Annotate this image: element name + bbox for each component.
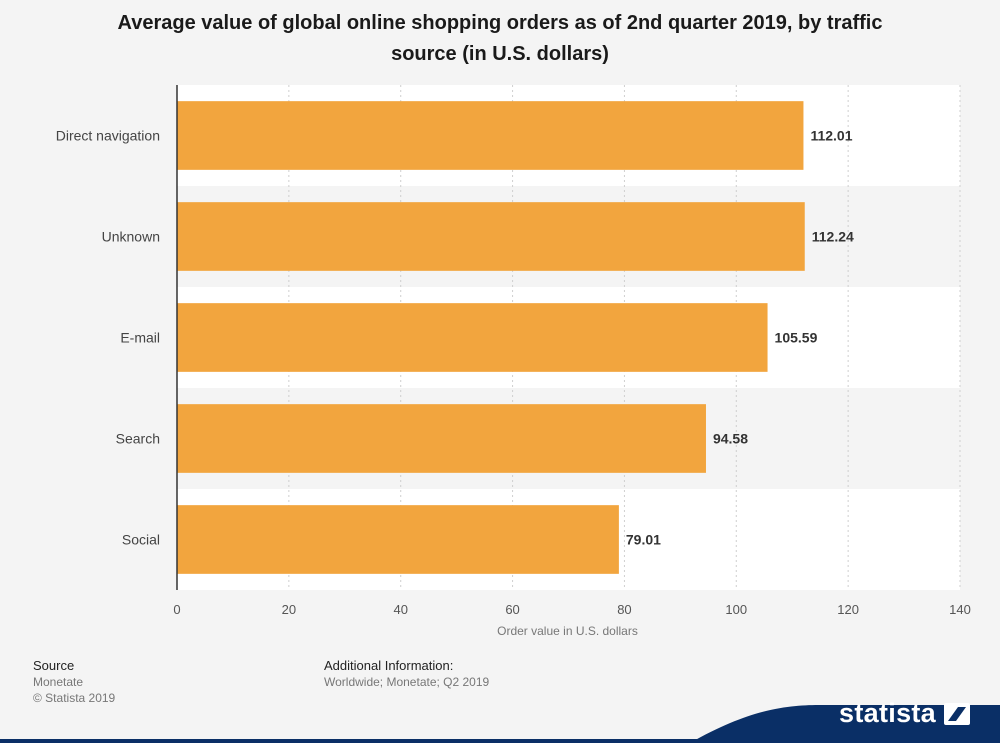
category-label: Search xyxy=(116,431,160,447)
x-tick-label: 100 xyxy=(725,602,747,617)
bar[interactable] xyxy=(177,101,804,170)
value-label: 79.01 xyxy=(626,532,661,548)
brand-name: statista xyxy=(839,698,936,728)
x-tick-label: 20 xyxy=(282,602,296,617)
x-tick-label: 60 xyxy=(505,602,519,617)
additional-info-block: Additional Information: Worldwide; Monet… xyxy=(324,658,489,690)
category-label: Unknown xyxy=(102,229,160,245)
category-label: Direct navigation xyxy=(56,128,160,144)
x-tick-label: 140 xyxy=(949,602,971,617)
x-tick-label: 40 xyxy=(393,602,407,617)
brand-band xyxy=(0,704,1000,743)
statista-logo-icon xyxy=(944,702,970,725)
chart-title: Average value of global online shopping … xyxy=(117,12,883,65)
additional-info-heading: Additional Information: xyxy=(324,658,454,673)
copyright: © Statista 2019 xyxy=(33,691,116,705)
bar[interactable] xyxy=(177,202,805,271)
category-label: E-mail xyxy=(120,330,160,346)
statista-logo[interactable]: statista xyxy=(839,698,970,729)
value-label: 112.01 xyxy=(810,128,852,144)
value-label: 105.59 xyxy=(775,330,818,346)
bar[interactable] xyxy=(177,303,768,372)
additional-info-text: Worldwide; Monetate; Q2 2019 xyxy=(324,675,490,689)
source-name: Monetate xyxy=(33,675,84,689)
bar[interactable] xyxy=(177,404,706,473)
source-heading: Source xyxy=(33,658,75,673)
value-label: 94.58 xyxy=(713,431,748,447)
bar-chart: 112.01 Direct navigation 112.24 Unknown 105.… xyxy=(56,85,971,638)
x-axis-title: Order value in U.S. dollars xyxy=(497,624,638,638)
x-tick-label: 120 xyxy=(837,602,859,617)
source-block: Source Monetate © Statista 2019 xyxy=(33,658,115,706)
x-tick-label: 80 xyxy=(617,602,631,617)
category-label: Social xyxy=(122,532,160,548)
bar[interactable] xyxy=(177,505,619,574)
value-label: 112.24 xyxy=(812,229,854,245)
x-tick-label: 0 xyxy=(173,602,180,617)
